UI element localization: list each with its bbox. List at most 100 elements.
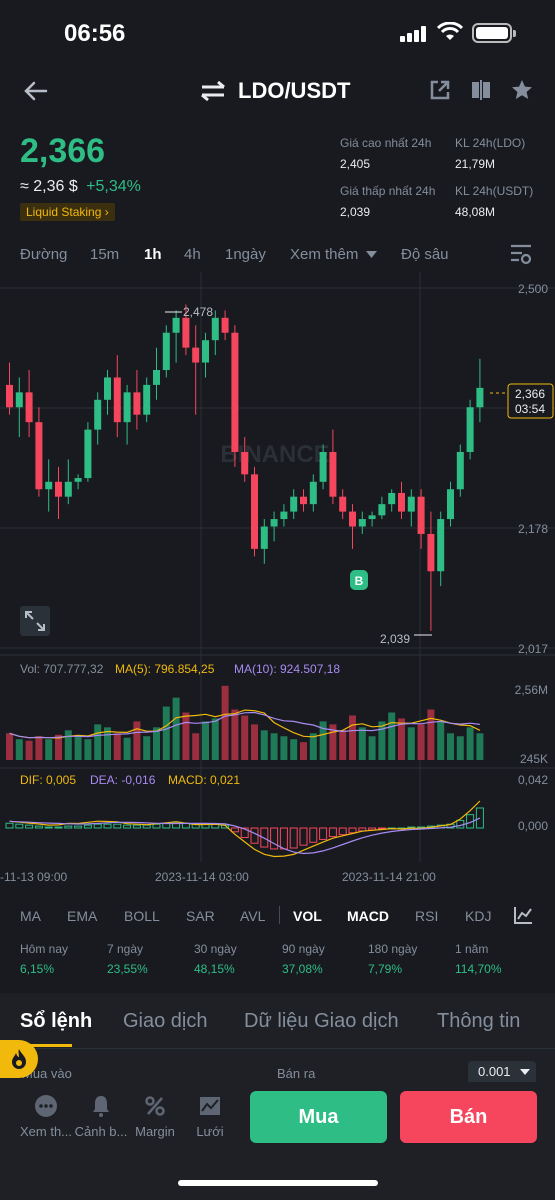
ind-ma[interactable]: MA	[20, 908, 41, 924]
candle-body-45	[447, 489, 454, 520]
macd-bar-26	[260, 827, 269, 848]
toolbar-margin[interactable]: Margin	[125, 1094, 185, 1139]
chart-settings-icon[interactable]	[510, 243, 532, 265]
candle-body-39	[388, 492, 396, 505]
ind-avl[interactable]: AVL	[240, 908, 266, 924]
candle-body-16	[162, 332, 170, 370]
candle-body-6	[64, 481, 72, 497]
toolbar-more[interactable]: Xem th...	[16, 1094, 76, 1139]
candle-body-14	[143, 384, 151, 415]
battery-icon	[472, 23, 516, 43]
tab-trades[interactable]: Giao dịch	[123, 1010, 208, 1032]
candle-body-18	[182, 317, 190, 348]
ind-rsi[interactable]: RSI	[415, 908, 439, 924]
tab-info[interactable]: Thông tin	[437, 1010, 521, 1032]
promo-flame-button[interactable]	[0, 1040, 38, 1078]
candle-body-15	[153, 369, 160, 385]
volume-bar-27	[270, 733, 278, 760]
tf-15m[interactable]: 15m	[90, 246, 120, 263]
tab-orderbook[interactable]: Sổ lệnh	[20, 1010, 93, 1032]
volume-bar-22	[221, 685, 229, 760]
tf-more[interactable]: Xem thêm	[290, 246, 377, 263]
volume-bar-47	[466, 727, 474, 760]
candle-body-1	[15, 392, 23, 408]
candle-body-23	[231, 332, 239, 452]
volume-bar-30	[300, 742, 307, 760]
volume-bar-44	[437, 721, 445, 760]
buy-marker[interactable]: B	[355, 574, 364, 588]
top-nav: LDO/USDT	[0, 66, 555, 116]
tf-1d[interactable]: 1ngày	[225, 246, 266, 263]
volume-bar-42	[417, 724, 425, 760]
macd-dif-line	[9, 800, 481, 858]
pair-switcher[interactable]: LDO/USDT	[200, 78, 350, 104]
sell-button[interactable]: Bán	[400, 1091, 537, 1143]
macd-bar-29	[289, 827, 298, 849]
tf-4h[interactable]: 4h	[184, 246, 201, 263]
split-view-icon[interactable]	[469, 78, 493, 102]
caret-down-icon	[365, 251, 377, 258]
current-price-value: 2,366	[515, 387, 545, 401]
price-chart[interactable]: BINANCE 2,500 2,178 2,017 2,366 03:54 2,…	[0, 272, 555, 892]
volume-bar-14	[143, 736, 151, 760]
perf-7d-label: 7 ngày	[107, 942, 144, 956]
macd-axis-zero: 0,000	[518, 819, 548, 833]
macd-bar-33	[328, 827, 337, 838]
candle-body-20	[202, 340, 209, 363]
candle-body-35	[349, 511, 356, 527]
volume-bar-3	[35, 736, 43, 760]
tf-1h[interactable]: 1h	[144, 246, 162, 263]
high-24h-value: 2,405	[340, 157, 371, 171]
vol-axis-high: 2,56M	[515, 683, 548, 697]
macd-bar-7	[74, 825, 83, 829]
volume-bar-26	[260, 730, 268, 760]
indicator-settings-icon[interactable]	[513, 905, 533, 925]
toolbar-grid[interactable]: Lưới	[180, 1094, 240, 1139]
candle-body-0	[6, 384, 13, 408]
share-icon[interactable]	[428, 78, 452, 102]
candle-body-9	[94, 399, 102, 430]
back-arrow-icon[interactable]	[20, 76, 50, 106]
volume-bar-9	[94, 724, 102, 760]
tf-line[interactable]: Đường	[20, 246, 68, 263]
toolbar-alerts[interactable]: Cảnh b...	[71, 1094, 131, 1139]
time-tick-3: 2023-11-14 21:00	[342, 870, 436, 884]
time-tick-2: 2023-11-14 03:00	[155, 870, 249, 884]
high-marker: 2,478	[183, 305, 213, 319]
bell-icon	[93, 1096, 109, 1117]
ind-macd[interactable]: MACD	[347, 908, 389, 924]
volume-bar-6	[64, 730, 72, 760]
tab-trade-data[interactable]: Dữ liệu Giao dịch	[244, 1010, 399, 1032]
wifi-icon	[437, 22, 463, 40]
volume-bar-5	[55, 734, 62, 760]
ind-ema[interactable]: EMA	[67, 908, 98, 924]
ind-kdj[interactable]: KDJ	[465, 908, 491, 924]
candle-body-29	[290, 496, 298, 512]
candle-body-5	[55, 481, 62, 497]
ind-sar[interactable]: SAR	[186, 908, 215, 924]
macd-bar-25	[250, 827, 259, 844]
chart-grid	[0, 272, 555, 862]
volume-bar-13	[133, 721, 141, 760]
ind-vol[interactable]: VOL	[293, 908, 322, 924]
favorite-star-icon[interactable]	[510, 78, 534, 102]
status-bar: 06:56	[0, 0, 555, 66]
candle-body-41	[407, 496, 415, 512]
approx-price: ≈ 2,36 $	[20, 178, 78, 195]
precision-dropdown[interactable]: 0.001	[468, 1061, 536, 1085]
candle-body-28	[280, 511, 288, 520]
price-fiat: ≈ 2,36 $ +5,34%	[20, 178, 141, 196]
grid-bot-icon	[200, 1097, 220, 1115]
volume-bar-34	[339, 730, 347, 760]
buy-button[interactable]: Mua	[250, 1091, 387, 1143]
vol-ldo-label: KL 24h(LDO)	[455, 136, 526, 150]
volume-bar-11	[113, 733, 121, 760]
macd-bar-4	[44, 826, 53, 829]
tf-depth[interactable]: Độ sâu	[401, 246, 449, 263]
ind-boll[interactable]: BOLL	[124, 908, 160, 924]
volume-bar-32	[319, 721, 327, 760]
fullscreen-button[interactable]	[20, 606, 50, 636]
macd-bar-15	[152, 823, 161, 829]
volume-layer	[6, 685, 484, 760]
category-tag[interactable]: Liquid Staking ›	[20, 203, 115, 221]
